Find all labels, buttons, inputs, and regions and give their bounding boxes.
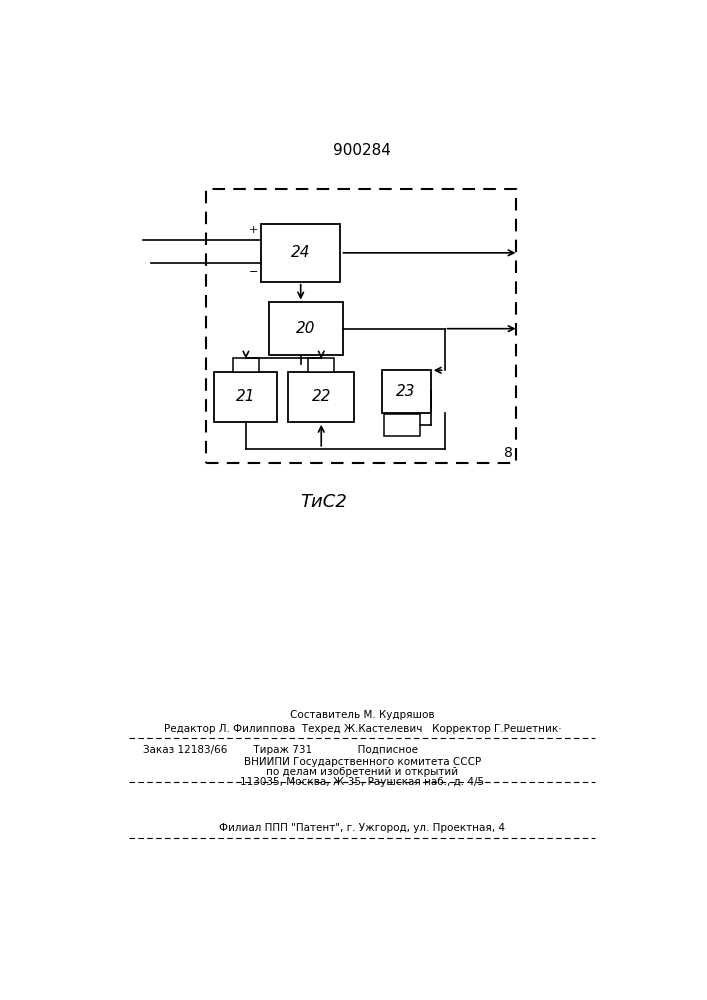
Text: 23: 23 bbox=[397, 384, 416, 399]
Bar bbox=[382, 370, 431, 413]
Bar bbox=[206, 189, 515, 463]
Text: 900284: 900284 bbox=[334, 143, 391, 158]
Text: ВНИИПИ Государственного комитета СССР: ВНИИПИ Государственного комитета СССР bbox=[244, 757, 481, 767]
Text: 8: 8 bbox=[504, 446, 513, 460]
Text: по делам изобретений и открытий: по делам изобретений и открытий bbox=[267, 767, 458, 777]
Text: 21: 21 bbox=[236, 389, 256, 404]
Text: −: − bbox=[249, 267, 259, 277]
Bar bbox=[214, 372, 277, 422]
Text: 113035, Москва, Ж-35, Раушская наб., д. 4/5: 113035, Москва, Ж-35, Раушская наб., д. … bbox=[240, 777, 484, 787]
Text: Редактор Л. Филиппова  Техред Ж.Кастелевич   Корректор Г.Решетник·: Редактор Л. Филиппова Техред Ж.Кастелеви… bbox=[163, 724, 561, 734]
Bar bbox=[261, 224, 341, 282]
Bar bbox=[269, 302, 343, 355]
Bar bbox=[288, 372, 354, 422]
Text: Филиал ППП "Патент", г. Ужгород, ул. Проектная, 4: Филиал ППП "Патент", г. Ужгород, ул. Про… bbox=[219, 823, 506, 833]
Text: +: + bbox=[249, 225, 259, 235]
Text: 20: 20 bbox=[296, 321, 316, 336]
Bar bbox=[385, 414, 420, 436]
Text: Составитель М. Кудряшов: Составитель М. Кудряшов bbox=[290, 710, 435, 720]
Text: Заказ 12183/66        Тираж 731              Подписное: Заказ 12183/66 Тираж 731 Подписное bbox=[144, 745, 418, 755]
Bar bbox=[233, 358, 259, 372]
Text: ΤиС2: ΤиС2 bbox=[300, 493, 347, 511]
Text: 22: 22 bbox=[312, 389, 331, 404]
Bar bbox=[308, 358, 334, 372]
Text: 24: 24 bbox=[291, 245, 310, 260]
